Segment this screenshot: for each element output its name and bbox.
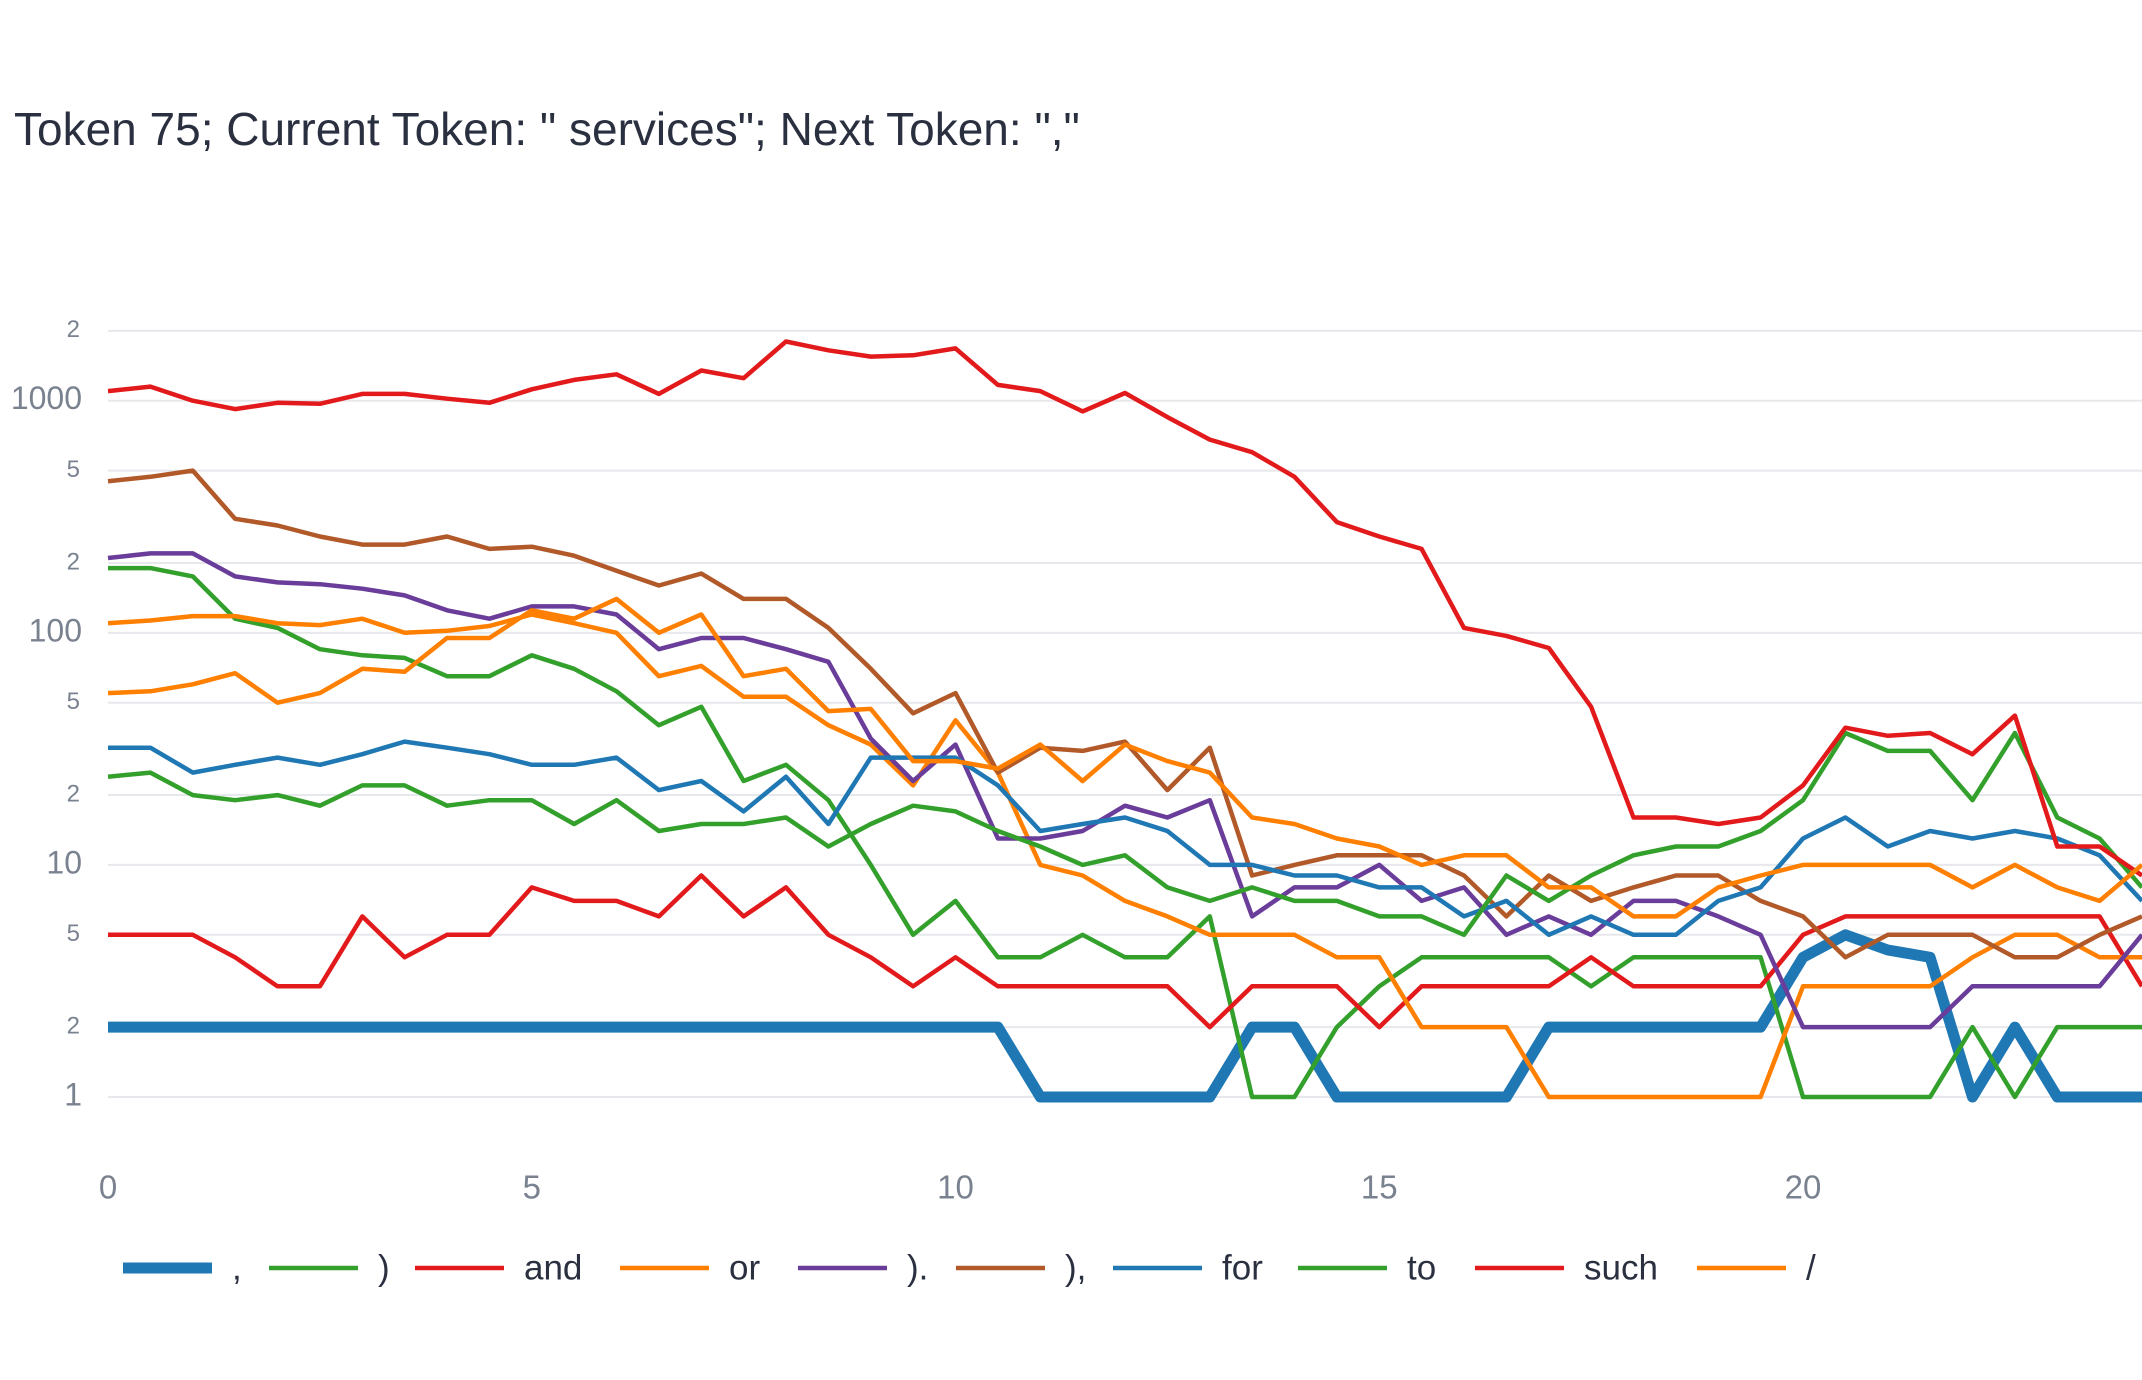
series-line bbox=[107, 612, 2142, 1100]
legend: ,) and or).), for to such / bbox=[123, 1248, 1816, 1287]
series-line bbox=[107, 468, 2142, 960]
y-tick-label: 10 bbox=[46, 844, 82, 880]
legend-label: and bbox=[524, 1248, 582, 1287]
series-line bbox=[107, 730, 2142, 938]
legend-label: for bbox=[1222, 1248, 1263, 1287]
chart-title: Token 75; Current Token: " services"; Ne… bbox=[14, 103, 1080, 155]
y-tick-label: 1 bbox=[64, 1076, 82, 1112]
series-line bbox=[107, 339, 2142, 878]
legend-label: ). bbox=[907, 1248, 928, 1287]
x-tick-label: 10 bbox=[937, 1169, 974, 1206]
y-tick-label: 5 bbox=[67, 920, 80, 947]
series-line bbox=[108, 929, 2142, 1103]
legend-label: ) bbox=[378, 1248, 390, 1287]
legend-label: ), bbox=[1065, 1248, 1086, 1287]
series-line bbox=[107, 596, 2142, 919]
series-line bbox=[108, 565, 2142, 1100]
legend-label: , bbox=[232, 1248, 242, 1287]
grid bbox=[108, 329, 2142, 1099]
y-tick-label: 100 bbox=[29, 612, 82, 648]
y-tick-label: 2 bbox=[67, 548, 80, 575]
plot-area bbox=[107, 339, 2142, 1103]
y-tick-label: 5 bbox=[67, 688, 80, 715]
y-tick-label: 2 bbox=[67, 1012, 80, 1039]
legend-label: or bbox=[729, 1248, 760, 1287]
series-line bbox=[108, 873, 2142, 1030]
legend-label: to bbox=[1407, 1248, 1436, 1287]
x-tick-label: 0 bbox=[99, 1169, 117, 1206]
legend-label: such bbox=[1584, 1248, 1658, 1287]
x-tick-label: 20 bbox=[1785, 1169, 1822, 1206]
y-tick-label: 1000 bbox=[11, 380, 82, 416]
series-line bbox=[107, 551, 2142, 1030]
y-tick-label: 2 bbox=[67, 316, 80, 343]
y-tick-label: 5 bbox=[67, 456, 80, 483]
series-line bbox=[108, 739, 2142, 938]
x-tick-label: 15 bbox=[1361, 1169, 1398, 1206]
legend-label: / bbox=[1806, 1248, 1816, 1287]
y-tick-label: 2 bbox=[67, 780, 80, 807]
x-tick-label: 5 bbox=[523, 1169, 541, 1206]
